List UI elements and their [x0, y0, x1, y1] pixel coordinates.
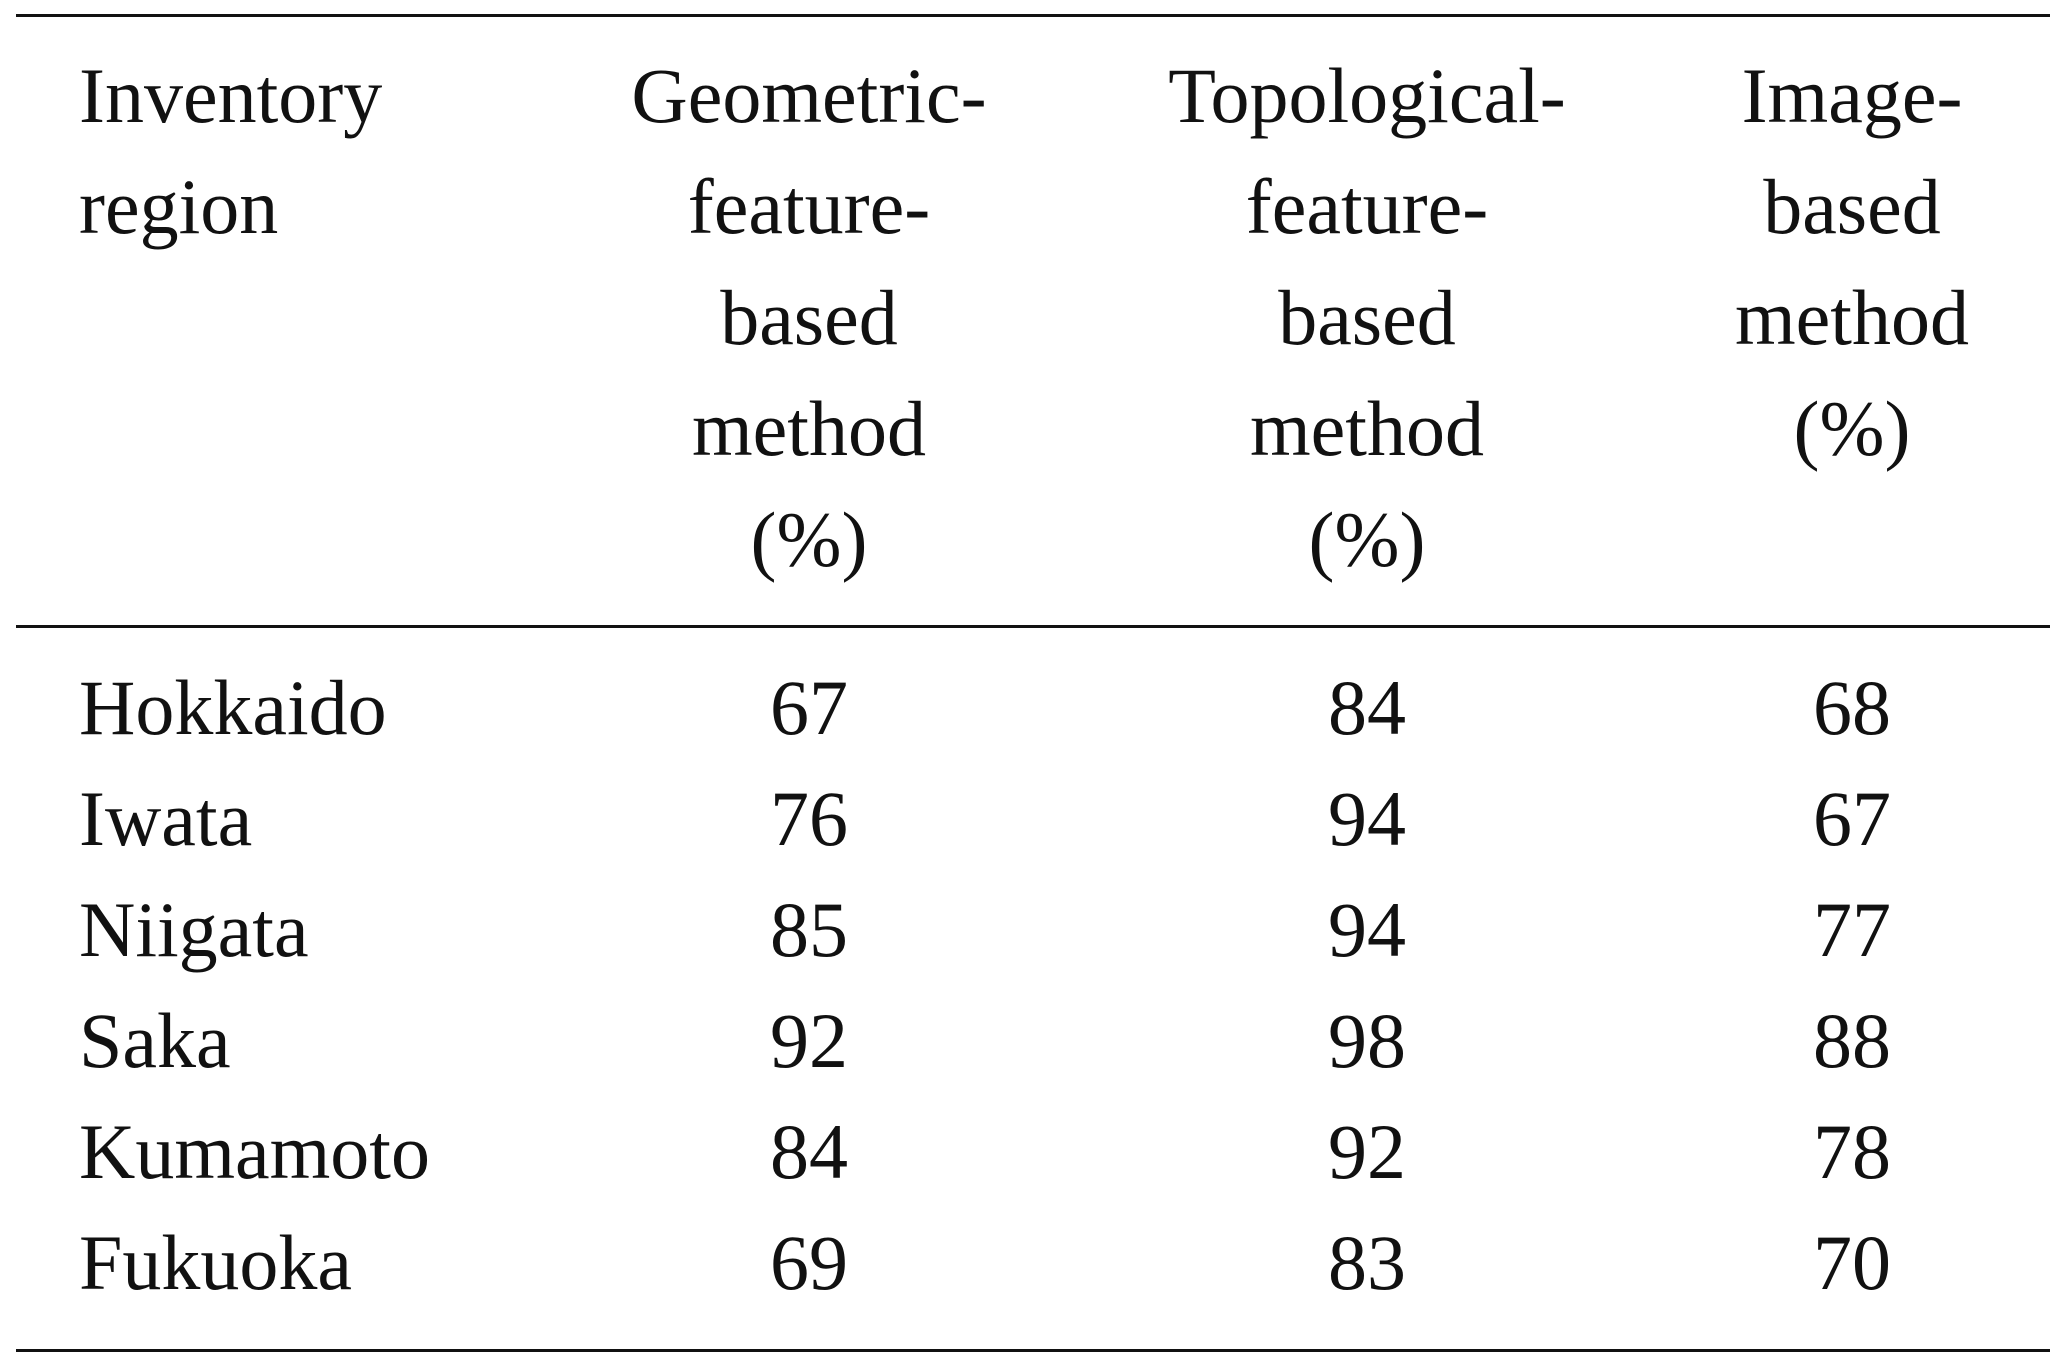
- header-line: based: [1278, 274, 1456, 361]
- header-rule: [16, 625, 2050, 628]
- header-cell: Inventory region: [79, 40, 382, 262]
- header-cell: Topological-feature-based method (%): [1168, 40, 1565, 595]
- value-cell: 92: [770, 997, 848, 1084]
- value-cell: 92: [1328, 1108, 1406, 1195]
- value-cell: 78: [1813, 1108, 1891, 1195]
- value-cell: 68: [1813, 664, 1891, 751]
- top-rule: [16, 14, 2050, 17]
- header-line: (%): [1308, 496, 1426, 583]
- value-cell: 84: [1328, 664, 1406, 751]
- value-cell: 69: [770, 1219, 848, 1306]
- header-line: Geometric-: [631, 52, 987, 139]
- region-cell: Fukuoka: [79, 1219, 352, 1306]
- region-cell: Kumamoto: [79, 1108, 430, 1195]
- header-cell: Image-based method (%): [1735, 40, 1969, 484]
- value-cell: 98: [1328, 997, 1406, 1084]
- region-cell: Iwata: [79, 775, 253, 862]
- value-cell: 85: [770, 886, 848, 973]
- region-cell: Saka: [79, 997, 231, 1084]
- header-line: Inventory: [79, 52, 383, 139]
- header-line: method: [1735, 274, 1969, 361]
- value-cell: 67: [1813, 775, 1891, 862]
- value-cell: 76: [770, 775, 848, 862]
- header-line: based: [1763, 163, 1941, 250]
- region-cell: Niigata: [79, 886, 309, 973]
- value-cell: 77: [1813, 886, 1891, 973]
- header-cell: Geometric-feature-based method (%): [631, 40, 986, 595]
- header-line: Image-: [1741, 52, 1963, 139]
- header-line: (%): [1793, 385, 1911, 472]
- header-line: region: [79, 163, 279, 250]
- value-cell: 88: [1813, 997, 1891, 1084]
- bottom-rule: [16, 1349, 2050, 1352]
- header-line: method: [1250, 385, 1484, 472]
- region-cell: Hokkaido: [79, 664, 387, 751]
- header-line: Topological-: [1168, 52, 1566, 139]
- header-line: feature-: [687, 163, 931, 250]
- header-line: feature-: [1245, 163, 1489, 250]
- header-line: (%): [750, 496, 868, 583]
- value-cell: 67: [770, 664, 848, 751]
- header-line: based: [720, 274, 898, 361]
- value-cell: 83: [1328, 1219, 1406, 1306]
- value-cell: 94: [1328, 886, 1406, 973]
- value-cell: 84: [770, 1108, 848, 1195]
- header-line: method: [692, 385, 926, 472]
- value-cell: 70: [1813, 1219, 1891, 1306]
- value-cell: 94: [1328, 775, 1406, 862]
